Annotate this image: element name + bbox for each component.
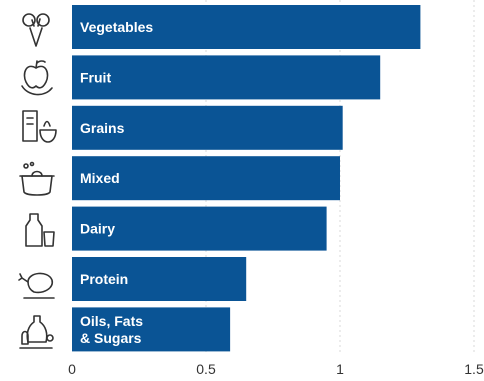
x-tick-label: 1.5 <box>464 361 484 377</box>
grains-icon <box>22 110 57 143</box>
bar-label: Vegetables <box>80 19 153 35</box>
x-tick-label: 1 <box>336 361 344 377</box>
bar <box>72 257 247 301</box>
bar-label: Grains <box>80 120 125 136</box>
protein-icon <box>18 272 55 299</box>
bars: Vegetables Fruit Grains Mixed Dairy Protein Oi… <box>72 5 421 352</box>
bar-label: Protein <box>80 271 128 287</box>
bar <box>72 105 343 150</box>
category-icons <box>18 13 57 349</box>
oils-fats-sugars-icon <box>19 315 54 349</box>
bar-label: Oils, Fats & Sugars <box>80 313 143 346</box>
fruit-icon <box>21 60 53 96</box>
vegetables-icon <box>22 13 50 47</box>
x-axis-ticks: 0 0.5 1 1.5 <box>68 361 484 377</box>
bar <box>72 55 381 100</box>
dairy-icon <box>25 213 55 247</box>
bar-label: Fruit <box>80 69 111 85</box>
bar <box>72 5 421 49</box>
x-tick-label: 0 <box>68 361 76 377</box>
bar <box>72 307 231 352</box>
bar-label: Dairy <box>80 221 115 237</box>
bar-label: Mixed <box>80 170 120 186</box>
bar <box>72 156 340 201</box>
mixed-dish-icon <box>19 161 55 196</box>
bar <box>72 206 327 251</box>
x-tick-label: 0.5 <box>196 361 216 377</box>
